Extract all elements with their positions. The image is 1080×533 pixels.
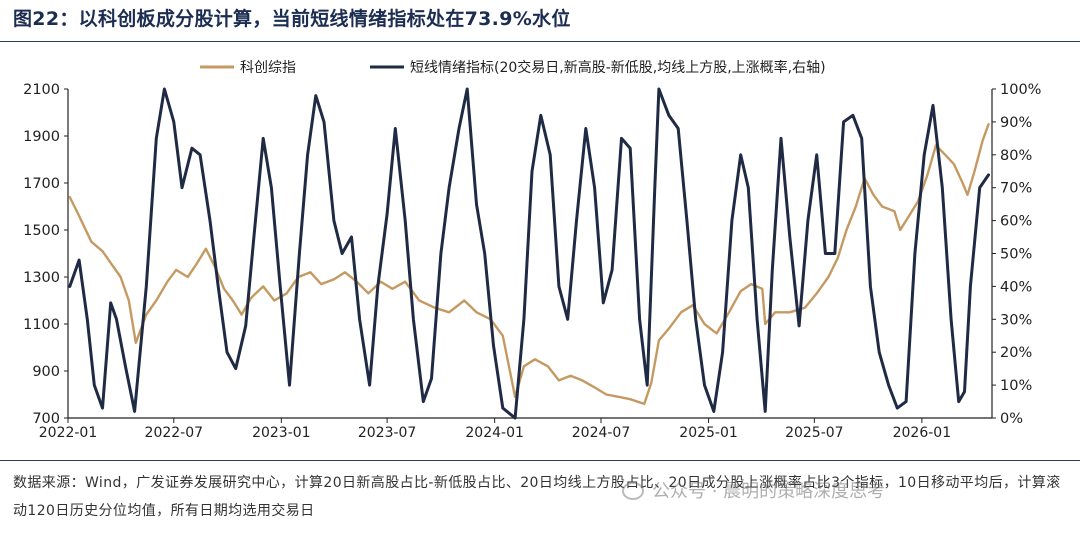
x-tick-label: 2025-07: [785, 425, 844, 441]
left-tick-label: 1100: [23, 317, 60, 333]
right-tick-label: 40%: [1000, 279, 1032, 295]
series-line-sentiment-indicator: [68, 87, 990, 420]
series-layer: [68, 87, 990, 420]
right-tick-label: 50%: [1000, 247, 1032, 263]
series-line-kechuang-index: [68, 123, 990, 406]
x-tick-label: 2025-01: [679, 425, 738, 441]
title-bar: 图22：以科创板成分股计算，当前短线情绪指标处在73.9%水位: [0, 0, 1080, 42]
legend-label: 短线情绪指标(20交易日,新高股-新低股,均线上方股,上涨概率,右轴): [410, 59, 826, 76]
x-tick-label: 2026-01: [893, 425, 952, 441]
left-tick-label: 1300: [23, 270, 60, 286]
right-tick-label: 10%: [1000, 378, 1032, 394]
left-tick-label: 1900: [23, 129, 60, 145]
right-tick-label: 70%: [1000, 181, 1032, 197]
x-tick-label: 2022-07: [145, 425, 204, 441]
right-tick-label: 90%: [1000, 115, 1032, 131]
left-tick-label: 900: [32, 364, 60, 380]
x-tick-label: 2023-01: [252, 425, 311, 441]
x-tick-label: 2024-01: [465, 425, 524, 441]
right-tick-label: 0%: [1000, 411, 1023, 427]
left-tick-label: 1500: [23, 223, 60, 239]
left-tick-label: 1700: [23, 176, 60, 192]
wechat-icon: [622, 482, 644, 500]
legend-label: 科创综指: [240, 60, 296, 76]
axes: 700 900 1100 1300 1500 1700 1900 2100 0% 10% 20% 30…: [23, 82, 1041, 441]
footer: 数据来源：Wind，广发证券发展研究中心，计算20日新高股占比-新低股占比、20…: [0, 460, 1080, 533]
chart-title: 图22：以科创板成分股计算，当前短线情绪指标处在73.9%水位: [13, 8, 571, 30]
line-chart: 科创综指 短线情绪指标(20交易日,新高股-新低股,均线上方股,上涨概率,右轴) …: [23, 59, 1041, 441]
x-tick-label: 2024-07: [572, 425, 631, 441]
right-tick-label: 80%: [1000, 148, 1032, 164]
source-note: 数据来源：Wind，广发证券发展研究中心，计算20日新高股占比-新低股占比、20…: [13, 475, 1061, 519]
right-tick-label: 30%: [1000, 312, 1032, 328]
right-tick-label: 60%: [1000, 214, 1032, 230]
watermark: 公众号 · 晨明的策略深度思考: [622, 477, 885, 503]
x-tick-label: 2022-01: [39, 425, 98, 441]
right-tick-label: 100%: [1000, 82, 1041, 98]
left-tick-label: 2100: [23, 82, 60, 98]
watermark-text: 公众号 · 晨明的策略深度思考: [652, 481, 886, 502]
legend: 科创综指 短线情绪指标(20交易日,新高股-新低股,均线上方股,上涨概率,右轴): [200, 59, 826, 76]
x-tick-label: 2023-07: [358, 425, 417, 441]
left-tick-label: 700: [32, 411, 60, 427]
right-tick-label: 20%: [1000, 345, 1032, 361]
